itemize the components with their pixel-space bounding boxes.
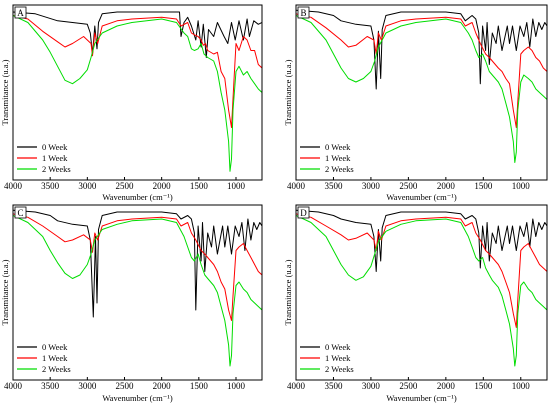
y-axis-label-b: Transmitance (u.a.) [283, 59, 293, 125]
legend-label-a-0: 0 Week [42, 142, 68, 152]
x-tick-label-d-2000: 2000 [437, 381, 456, 391]
x-tick-label-d-3000: 3000 [362, 381, 381, 391]
legend-label-d-2: 2 Weeks [325, 364, 354, 374]
x-tick-label-b-1500: 1500 [474, 181, 493, 191]
panel-badge-a [14, 6, 27, 19]
y-axis-label-c: Transmitance (u.a.) [0, 259, 10, 325]
panel-badge-c [14, 206, 27, 219]
x-axis-label-c: Wavenumber (cm⁻¹) [102, 393, 172, 403]
plot-frame-a [12, 4, 263, 181]
x-tick-label-c-3500: 3500 [41, 381, 60, 391]
series-group-b [296, 9, 547, 163]
x-tick-label-b-1000: 1000 [512, 181, 531, 191]
x-tick-label-a-1000: 1000 [227, 181, 246, 191]
series-group-a [13, 11, 262, 172]
x-tick-label-a-3500: 3500 [41, 181, 60, 191]
x-tick-label-a-4000: 4000 [4, 181, 23, 191]
x-tick-label-d-4000: 4000 [287, 381, 306, 391]
x-tick-label-d-2500: 2500 [399, 381, 418, 391]
series-line-a-1 [13, 15, 262, 128]
plot-frame-d [295, 204, 548, 381]
panel-d: 4000 3500 3000 2500 2000 1500 1000 Wavenumber (… [283, 204, 548, 403]
x-axis-label-a: Wavenumber (cm⁻¹) [102, 192, 172, 202]
x-axis-label-b: Wavenumber (cm⁻¹) [386, 192, 456, 202]
series-line-b-1 [296, 13, 547, 128]
legend-label-b-1: 1 Week [325, 153, 351, 163]
x-tick-label-c-2500: 2500 [115, 381, 134, 391]
series-line-d-1 [296, 213, 547, 328]
panel-badge-d [297, 206, 310, 219]
series-line-c-2 [13, 215, 262, 367]
series-line-b-0 [296, 9, 547, 90]
legend-label-c-1: 1 Week [42, 353, 68, 363]
x-tick-label-c-4000: 4000 [4, 381, 23, 391]
x-tick-label-b-4000: 4000 [287, 181, 306, 191]
x-tick-label-a-1500: 1500 [190, 181, 209, 191]
legend-label-c-2: 2 Weeks [42, 364, 71, 374]
panel-b: 4000 3500 3000 2500 2000 1500 1000 Wavenumber (… [283, 4, 548, 202]
x-axis-label-d: Wavenumber (cm⁻¹) [386, 393, 456, 403]
x-tick-label-a-2000: 2000 [153, 181, 172, 191]
series-group-d [296, 209, 547, 367]
legend-label-a-2: 2 Weeks [42, 164, 71, 174]
legend-label-b-2: 2 Weeks [325, 164, 354, 174]
panel-badge-b [297, 6, 310, 19]
x-tick-label-d-3500: 3500 [324, 381, 343, 391]
panel-c: 4000 3500 3000 2500 2000 1500 1000 Wavenumber (… [0, 204, 263, 403]
panel-letter-b: B [300, 8, 306, 18]
legend-label-b-0: 0 Week [325, 142, 351, 152]
legend-label-a-1: 1 Week [42, 153, 68, 163]
x-tick-label-c-1000: 1000 [227, 381, 246, 391]
series-group-c [13, 209, 262, 367]
series-line-c-1 [13, 213, 262, 321]
x-tick-label-d-1000: 1000 [512, 381, 531, 391]
x-tick-label-a-2500: 2500 [115, 181, 134, 191]
x-tick-label-a-3000: 3000 [78, 181, 97, 191]
x-tick-label-c-2000: 2000 [153, 381, 172, 391]
y-axis-label-d: Transmitance (u.a.) [283, 259, 293, 325]
series-line-d-0 [296, 209, 547, 272]
series-line-a-2 [13, 15, 262, 172]
panel-letter-d: D [300, 208, 307, 218]
series-line-c-0 [13, 209, 262, 318]
x-tick-label-b-2500: 2500 [399, 181, 418, 191]
plot-frame-c [12, 204, 263, 381]
legend-label-d-1: 1 Week [325, 353, 351, 363]
x-tick-label-b-3000: 3000 [362, 181, 381, 191]
y-axis-label-a: Transmitance (u.a.) [0, 59, 10, 125]
plot-frame-b [295, 4, 548, 181]
x-tick-label-d-1500: 1500 [474, 381, 493, 391]
x-tick-label-b-2000: 2000 [437, 181, 456, 191]
x-tick-label-c-3000: 3000 [78, 381, 97, 391]
panel-letter-c: C [17, 208, 23, 218]
legend-label-c-0: 0 Week [42, 342, 68, 352]
panel-a: 4000 3500 3000 2500 2000 1500 1000 Wavenumber (… [0, 4, 263, 202]
series-line-d-2 [296, 215, 547, 367]
legend-label-d-0: 0 Week [325, 342, 351, 352]
series-line-b-2 [296, 15, 547, 163]
x-tick-label-c-1500: 1500 [190, 381, 209, 391]
panel-letter-a: A [17, 8, 24, 18]
x-tick-label-b-3500: 3500 [324, 181, 343, 191]
